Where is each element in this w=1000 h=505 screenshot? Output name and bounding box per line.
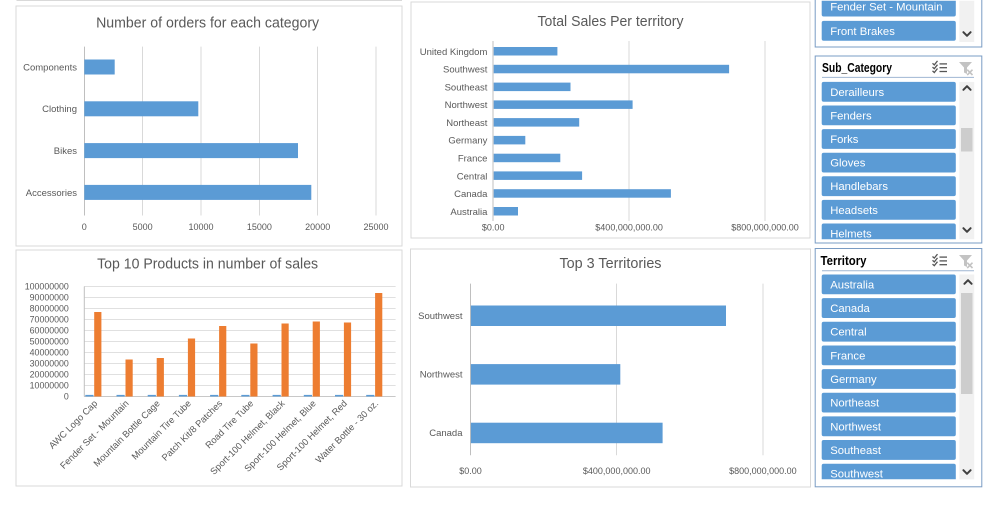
svg-text:50000000: 50000000 (30, 337, 69, 347)
svg-text:Fender Set - Mountain: Fender Set - Mountain (830, 2, 942, 14)
svg-text:Southwest: Southwest (830, 469, 884, 481)
svg-text:15000: 15000 (247, 222, 272, 232)
svg-text:Components: Components (23, 62, 77, 73)
svg-text:Southeast: Southeast (445, 82, 488, 93)
svg-text:Canada: Canada (429, 428, 463, 439)
svg-text:$0.00: $0.00 (459, 466, 482, 476)
svg-text:Germany: Germany (830, 374, 877, 386)
svg-text:Gloves: Gloves (830, 158, 866, 170)
svg-text:30000000: 30000000 (30, 359, 69, 369)
svg-text:Number of orders for each cate: Number of orders for each category (96, 15, 319, 32)
svg-text:10000000: 10000000 (30, 381, 69, 391)
svg-text:France: France (458, 154, 488, 165)
svg-text:10000: 10000 (188, 222, 213, 232)
svg-text:Clothing: Clothing (42, 104, 77, 115)
svg-text:Canada: Canada (830, 303, 870, 315)
svg-text:Front Brakes: Front Brakes (830, 26, 895, 38)
svg-text:$400,000,000.00: $400,000,000.00 (583, 466, 651, 476)
svg-text:100000000: 100000000 (25, 282, 69, 292)
svg-text:Australia: Australia (450, 207, 488, 218)
svg-text:Top 3 Territories: Top 3 Territories (560, 255, 662, 272)
svg-text:Top 10 Products in number of s: Top 10 Products in number of sales (97, 255, 318, 272)
svg-text:5000: 5000 (133, 222, 153, 232)
svg-text:Northeast: Northeast (446, 118, 488, 129)
svg-text:France: France (830, 350, 865, 362)
svg-text:20000: 20000 (305, 222, 330, 232)
svg-text:0: 0 (82, 222, 87, 232)
svg-text:Germany: Germany (448, 136, 487, 147)
svg-text:$800,000,000.00: $800,000,000.00 (729, 466, 797, 476)
svg-text:Northwest: Northwest (420, 370, 463, 381)
svg-text:70000000: 70000000 (30, 315, 69, 325)
svg-text:Southwest: Southwest (443, 65, 488, 76)
svg-text:Southeast: Southeast (830, 445, 882, 457)
svg-text:Territory: Territory (821, 254, 867, 268)
svg-text:$0.00: $0.00 (482, 223, 505, 233)
svg-text:Derailleurs: Derailleurs (830, 87, 884, 99)
svg-text:40000000: 40000000 (30, 348, 69, 358)
svg-text:Headsets: Headsets (830, 205, 878, 217)
svg-text:Central: Central (457, 171, 488, 182)
svg-text:Australia: Australia (830, 279, 875, 291)
svg-text:Southwest: Southwest (418, 311, 463, 322)
svg-text:Sub_Category: Sub_Category (822, 61, 892, 75)
svg-text:Canada: Canada (454, 189, 488, 200)
svg-text:Northwest: Northwest (830, 421, 882, 433)
svg-text:Handlebars: Handlebars (830, 181, 888, 193)
svg-text:90000000: 90000000 (30, 293, 69, 303)
svg-text:Accessories: Accessories (26, 188, 77, 199)
svg-text:$400,000,000.00: $400,000,000.00 (595, 223, 663, 233)
svg-text:Forks: Forks (830, 134, 859, 146)
svg-text:Total Sales Per territory: Total Sales Per territory (538, 13, 684, 30)
svg-text:Northwest: Northwest (445, 100, 488, 111)
svg-text:Fenders: Fenders (830, 110, 872, 122)
svg-text:United Kingdom: United Kingdom (420, 47, 488, 58)
svg-text:Helmets: Helmets (830, 228, 872, 240)
svg-text:0: 0 (64, 392, 69, 402)
svg-text:20000000: 20000000 (30, 370, 69, 380)
svg-text:Central: Central (830, 327, 866, 339)
svg-text:$800,000,000.00: $800,000,000.00 (731, 223, 799, 233)
svg-text:Northeast: Northeast (830, 398, 880, 410)
svg-text:80000000: 80000000 (30, 304, 69, 314)
svg-text:25000: 25000 (364, 222, 389, 232)
svg-text:Bikes: Bikes (54, 146, 77, 157)
svg-text:60000000: 60000000 (30, 326, 69, 336)
